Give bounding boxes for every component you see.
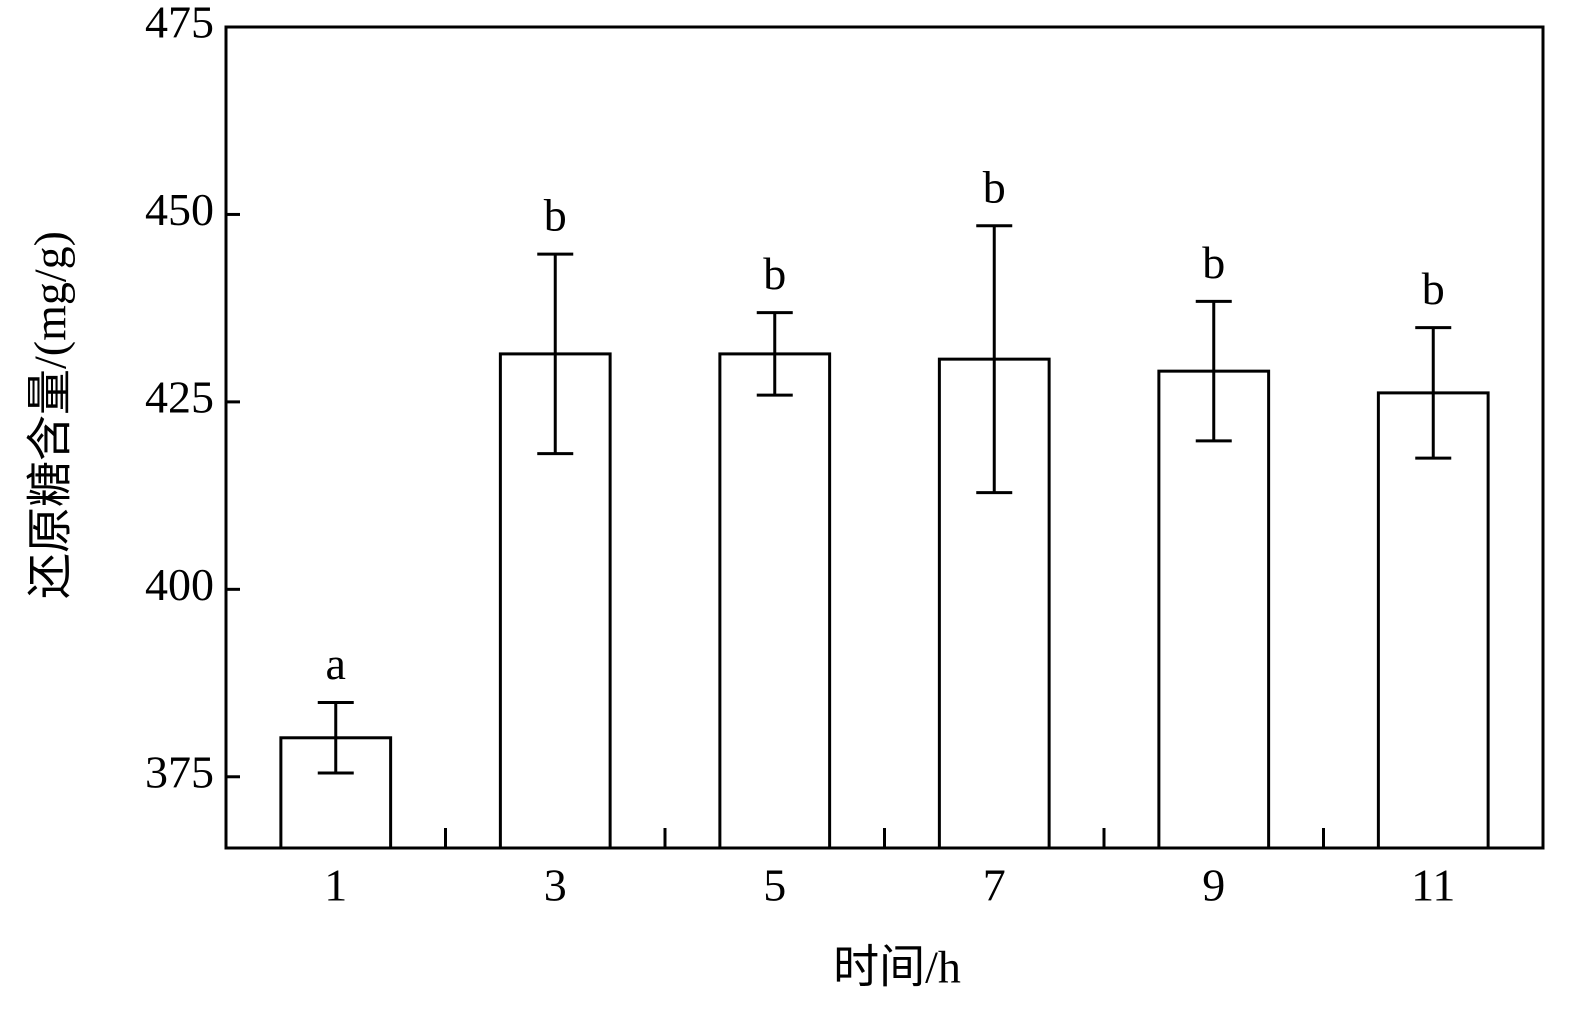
significance-letter: a: [326, 638, 346, 689]
y-tick-label: 450: [145, 184, 214, 235]
significance-letter: b: [983, 161, 1006, 212]
bar: [1157, 369, 1271, 850]
y-axis-label: 还原糖含量/(mg/g): [25, 231, 76, 599]
y-tick-label: 425: [145, 371, 214, 422]
significance-letter: b: [544, 190, 567, 241]
y-tick-label: 400: [145, 559, 214, 610]
bar: [498, 352, 612, 850]
x-tick-label: 9: [1202, 860, 1225, 911]
bar: [718, 352, 832, 850]
bar: [1376, 391, 1490, 850]
significance-letter: b: [763, 248, 786, 299]
x-tick-label: 11: [1411, 860, 1455, 911]
x-tick-label: 7: [983, 860, 1006, 911]
x-tick-label: 3: [544, 860, 567, 911]
x-tick-label: 5: [763, 860, 786, 911]
y-tick-label: 475: [145, 0, 214, 48]
y-tick-label: 375: [145, 746, 214, 797]
significance-letter: b: [1202, 237, 1225, 288]
plot-frame: [224, 25, 1545, 850]
x-tick-label: 1: [324, 860, 347, 911]
significance-letter: b: [1422, 263, 1445, 314]
x-axis-label: 时间/h: [833, 942, 961, 993]
